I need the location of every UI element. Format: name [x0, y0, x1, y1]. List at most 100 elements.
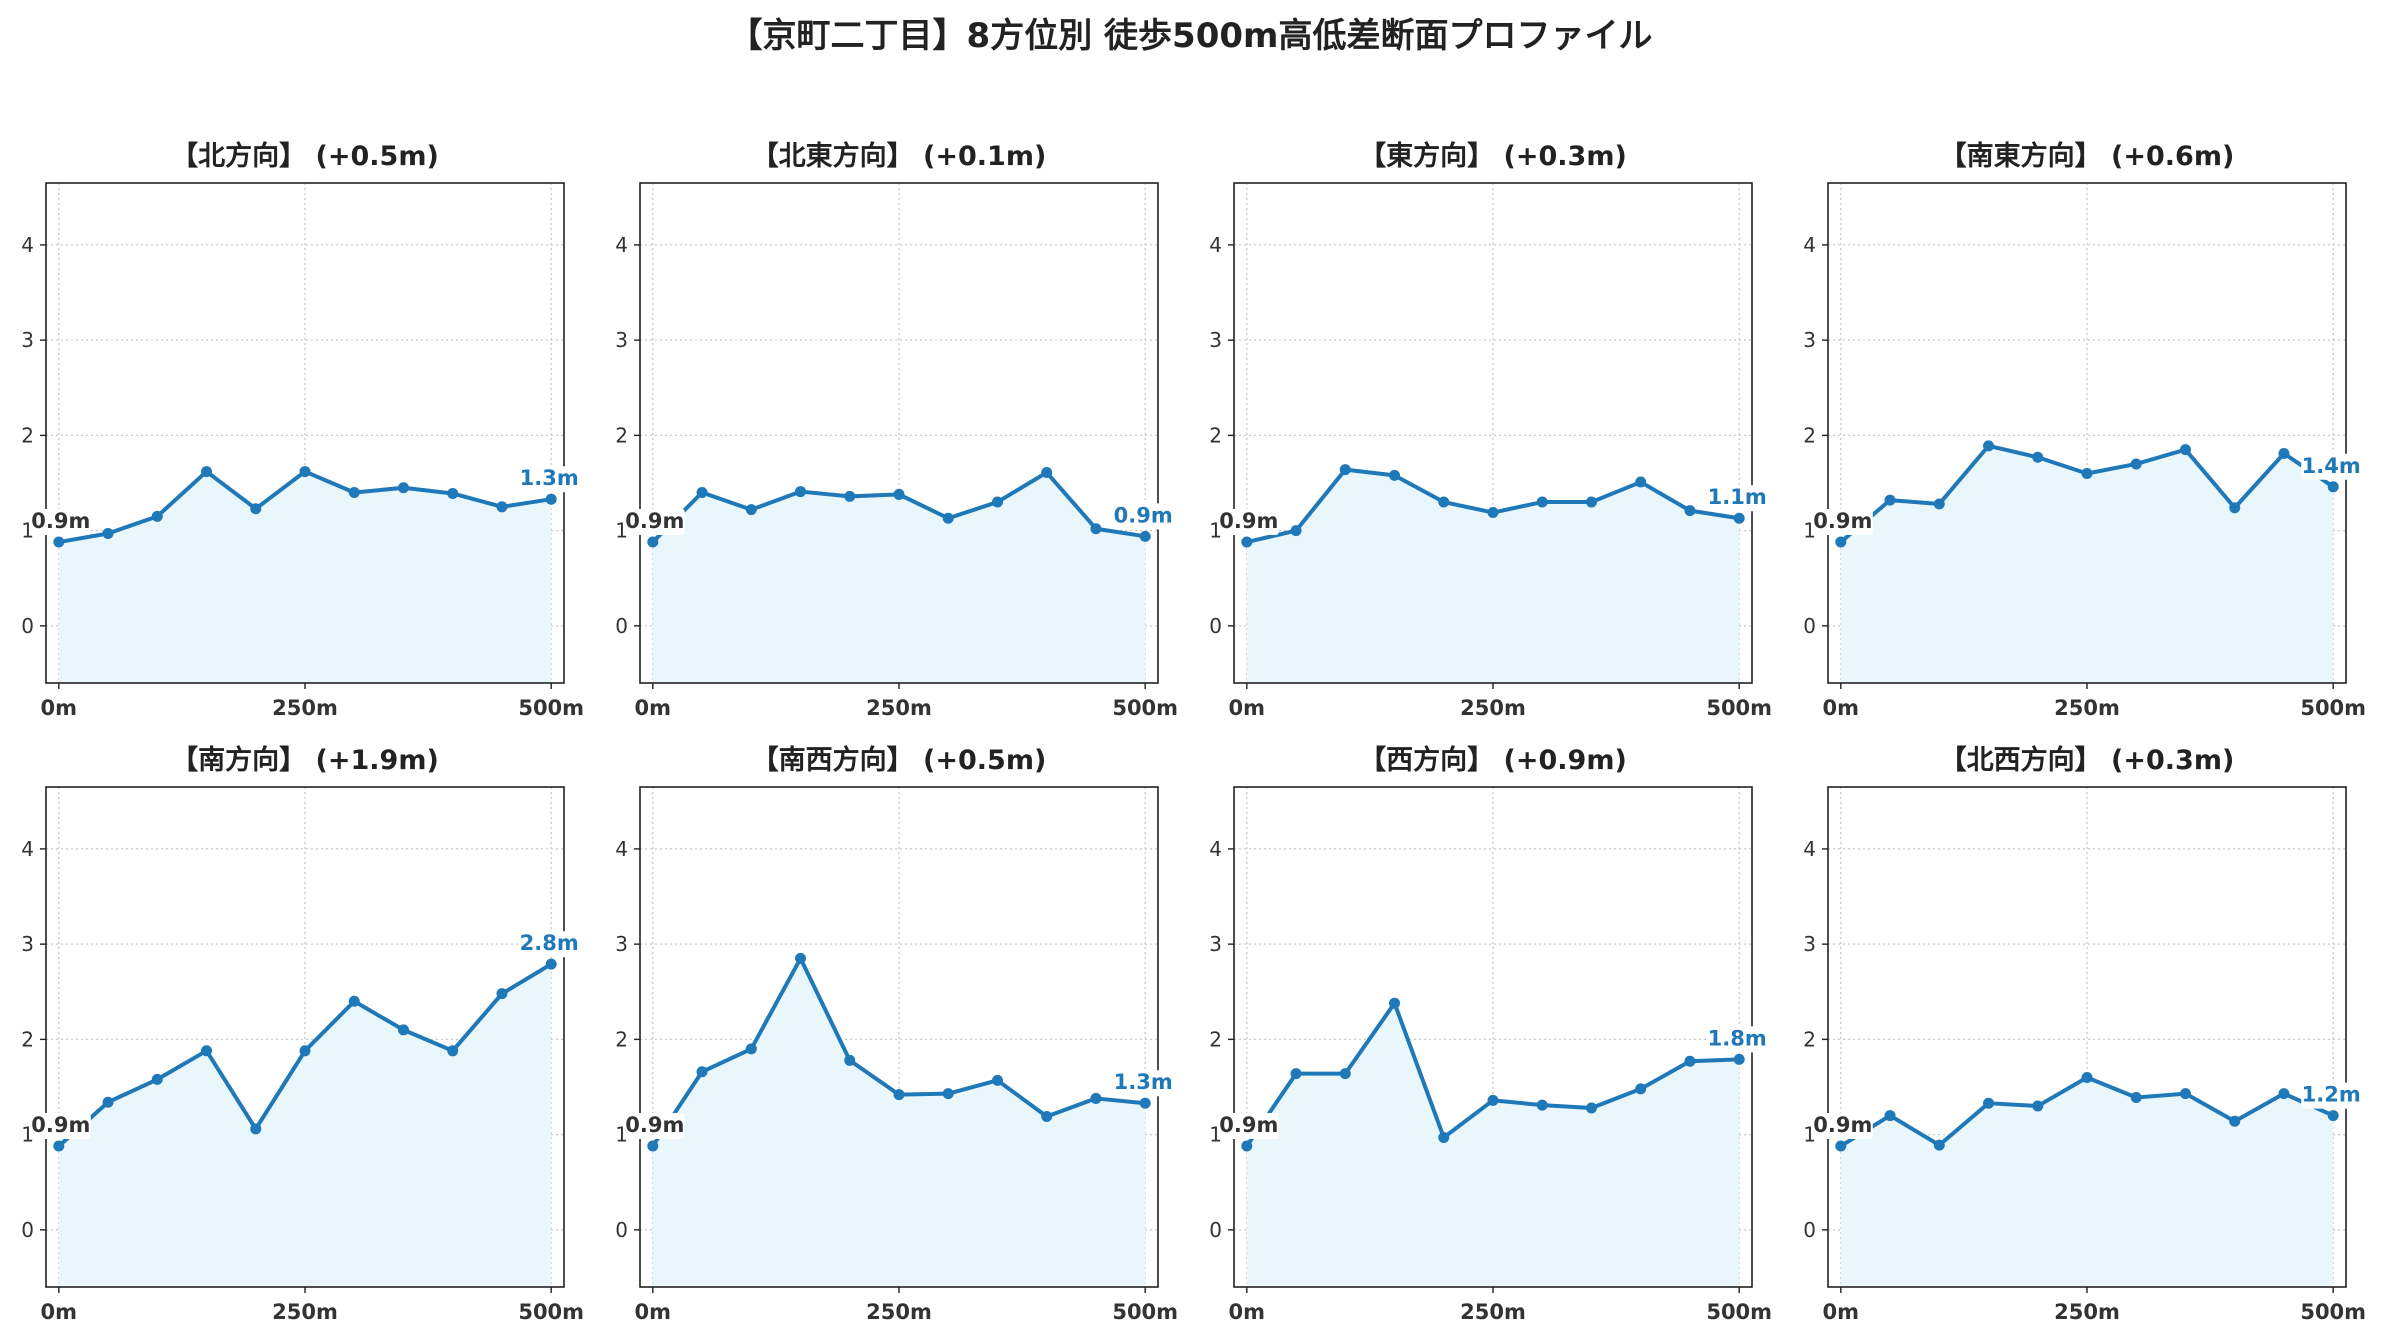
- ytick-label: 0: [21, 1218, 34, 1242]
- data-point: [201, 1045, 213, 1057]
- subplot-title: 【南西方向】 (+0.5m): [752, 744, 1047, 776]
- data-point: [1090, 1092, 1102, 1104]
- xtick-label: 0m: [1229, 1300, 1266, 1324]
- data-point: [2327, 481, 2339, 493]
- xtick-label: 0m: [635, 1300, 672, 1324]
- start-label-box: [30, 509, 91, 536]
- end-label-box: [519, 466, 580, 493]
- data-point: [1389, 997, 1401, 1009]
- end-label-box: [519, 931, 580, 958]
- ytick-label: 4: [615, 233, 628, 257]
- end-elevation-label: 2.8m: [520, 931, 579, 955]
- xtick-label: 500m: [518, 1300, 584, 1324]
- ytick-label: 3: [1803, 932, 1816, 956]
- xtick-label: 250m: [1460, 1300, 1526, 1324]
- start-label-box: [1218, 509, 1279, 536]
- ytick-label: 4: [1209, 233, 1222, 257]
- data-point: [397, 482, 409, 494]
- data-point: [1585, 1102, 1597, 1114]
- ytick-label: 3: [21, 328, 34, 352]
- data-point: [1585, 496, 1597, 508]
- data-point: [447, 487, 459, 499]
- ytick-label: 4: [21, 837, 34, 861]
- data-point: [496, 988, 508, 1000]
- data-point: [545, 493, 557, 505]
- data-point: [1684, 1055, 1696, 1067]
- ytick-label: 4: [1803, 837, 1816, 861]
- area-fill: [1246, 1003, 1740, 1287]
- data-point: [348, 995, 360, 1007]
- area-fill: [58, 471, 552, 683]
- ytick-label: 3: [21, 932, 34, 956]
- data-point: [844, 1054, 856, 1066]
- start-elevation-label: 0.9m: [31, 509, 90, 533]
- data-point: [942, 512, 954, 524]
- xtick-label: 500m: [2300, 696, 2366, 720]
- end-label-box: [1113, 1070, 1174, 1097]
- ytick-label: 2: [615, 1027, 628, 1051]
- data-point: [696, 1066, 708, 1078]
- area-fill: [652, 472, 1146, 683]
- xtick-label: 0m: [1823, 1300, 1860, 1324]
- area-fill: [1246, 469, 1740, 683]
- data-point: [201, 466, 213, 478]
- data-point: [991, 496, 1003, 508]
- area-fill: [58, 964, 552, 1287]
- data-point: [1389, 469, 1401, 481]
- data-point: [447, 1045, 459, 1057]
- xtick-label: 250m: [2054, 696, 2120, 720]
- data-point: [299, 1045, 311, 1057]
- area-fill: [1840, 445, 2334, 683]
- data-point: [397, 1024, 409, 1036]
- xtick-label: 250m: [2054, 1300, 2120, 1324]
- data-point: [2229, 502, 2241, 514]
- data-point: [647, 536, 659, 548]
- xtick-label: 250m: [272, 1300, 338, 1324]
- data-point: [844, 490, 856, 502]
- start-elevation-label: 0.9m: [31, 1113, 90, 1137]
- ytick-label: 4: [1209, 837, 1222, 861]
- data-point: [1983, 440, 1995, 452]
- end-elevation-label: 1.8m: [1708, 1026, 1767, 1050]
- data-point: [2081, 1071, 2093, 1083]
- end-elevation-label: 1.3m: [1114, 1070, 1173, 1094]
- data-point: [1835, 1140, 1847, 1152]
- data-point: [942, 1088, 954, 1100]
- end-elevation-label: 1.4m: [2302, 454, 2361, 478]
- data-point: [1835, 536, 1847, 548]
- data-point: [1241, 536, 1253, 548]
- end-label-box: [2301, 1082, 2362, 1109]
- ytick-label: 2: [1209, 423, 1222, 447]
- area-fill: [1840, 1077, 2334, 1287]
- data-point: [2179, 1088, 2191, 1100]
- data-point: [53, 536, 65, 548]
- xtick-label: 250m: [1460, 696, 1526, 720]
- ytick-label: 2: [21, 423, 34, 447]
- xtick-label: 500m: [1706, 696, 1772, 720]
- data-point: [1536, 1099, 1548, 1111]
- data-point: [1290, 525, 1302, 537]
- xtick-label: 0m: [41, 696, 78, 720]
- data-point: [1933, 498, 1945, 510]
- data-point: [2278, 447, 2290, 459]
- data-point: [893, 488, 905, 500]
- xtick-label: 250m: [866, 696, 932, 720]
- data-point: [1884, 494, 1896, 506]
- data-point: [1241, 1140, 1253, 1152]
- data-point: [795, 486, 807, 498]
- area-fill: [652, 958, 1146, 1287]
- subplot-title: 【西方向】 (+0.9m): [1359, 744, 1627, 776]
- data-point: [1339, 1068, 1351, 1080]
- figure-title: 【京町二丁目】8方位別 徒歩500m高低差断面プロファイル: [728, 16, 1653, 56]
- ytick-label: 3: [1209, 932, 1222, 956]
- data-point: [2229, 1115, 2241, 1127]
- start-elevation-label: 0.9m: [1219, 509, 1278, 533]
- start-label-box: [1812, 1113, 1873, 1140]
- data-point: [2278, 1088, 2290, 1100]
